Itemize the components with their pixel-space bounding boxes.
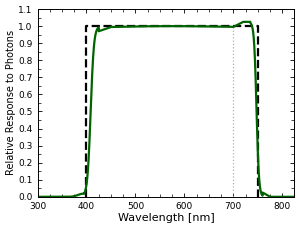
X-axis label: Wavelength [nm]: Wavelength [nm] (118, 213, 214, 224)
Y-axis label: Relative Response to Photons: Relative Response to Photons (6, 30, 16, 175)
